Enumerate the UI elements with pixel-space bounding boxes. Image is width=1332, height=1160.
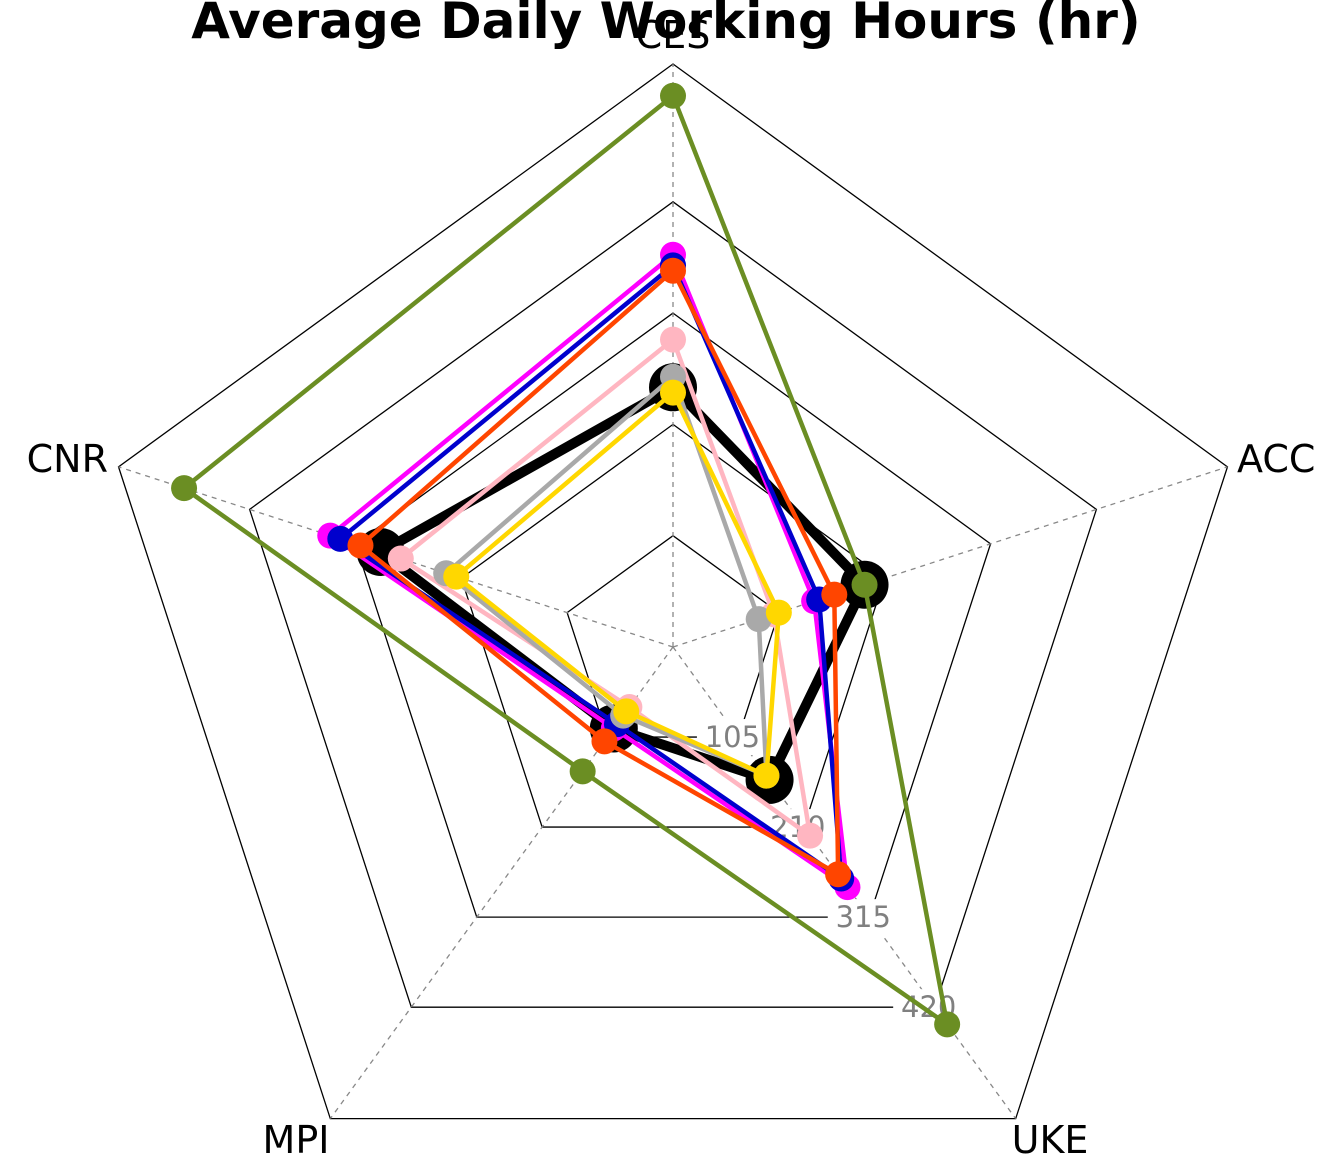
grid-ring-4 <box>248 200 1098 1008</box>
tick-label-105: 105 <box>705 720 760 754</box>
series-3-line <box>338 263 844 881</box>
axis-label-mpi: MPI <box>263 1118 330 1160</box>
radar-grid <box>117 63 1229 1120</box>
series-4-point-ces <box>660 257 686 284</box>
series-8-point-ces <box>660 82 686 109</box>
chart-title: Average Daily Working Hours (hr) <box>191 0 1141 50</box>
series-4-point-acc <box>821 581 848 608</box>
series-5-point-ces <box>660 326 686 353</box>
series-8-point-uke <box>934 1011 961 1038</box>
axis-labels: CES ACC UKE MPI CNR <box>27 13 1316 1160</box>
grid-ring-5 <box>117 63 1229 1120</box>
series-5-point-uke <box>797 822 824 849</box>
series-8-point-cnr <box>171 475 198 502</box>
grid-ring-2 <box>460 423 886 828</box>
series-1-line <box>375 382 870 785</box>
axis-label-ces: CES <box>636 13 711 57</box>
tick-label-bg <box>827 899 899 936</box>
series-7-point-acc <box>765 599 792 626</box>
axis-label-uke: UKE <box>1012 1118 1089 1160</box>
spoke-mpi <box>329 646 674 1120</box>
axis-label-cnr: CNR <box>27 437 108 481</box>
series-4-point-cnr <box>347 532 374 559</box>
series-4-point-uke <box>825 861 852 888</box>
series-7-point-mpi <box>613 698 640 725</box>
series-layer <box>171 82 961 1038</box>
series-4-point-mpi <box>591 728 618 755</box>
series-8-point-acc <box>851 571 878 598</box>
series-7-point-cnr <box>443 563 470 590</box>
series-5-point-cnr <box>387 545 414 572</box>
spoke-acc <box>672 466 1228 648</box>
series-7-point-ces <box>660 379 686 406</box>
series-6-line <box>443 374 769 778</box>
axis-label-acc: ACC <box>1237 437 1315 481</box>
series-7 <box>443 379 792 789</box>
series-4 <box>347 257 852 888</box>
series-3-point-cnr <box>327 525 354 552</box>
series-8 <box>171 82 961 1038</box>
series-7-line <box>454 390 782 778</box>
series-7-point-uke <box>753 762 780 789</box>
series-8-point-mpi <box>569 758 596 785</box>
series-4-line <box>358 268 841 877</box>
series-2-line <box>327 252 850 890</box>
series-6-point-acc <box>745 606 772 633</box>
series-8-line <box>181 93 950 1027</box>
tick-label-315: 315 <box>836 900 891 934</box>
